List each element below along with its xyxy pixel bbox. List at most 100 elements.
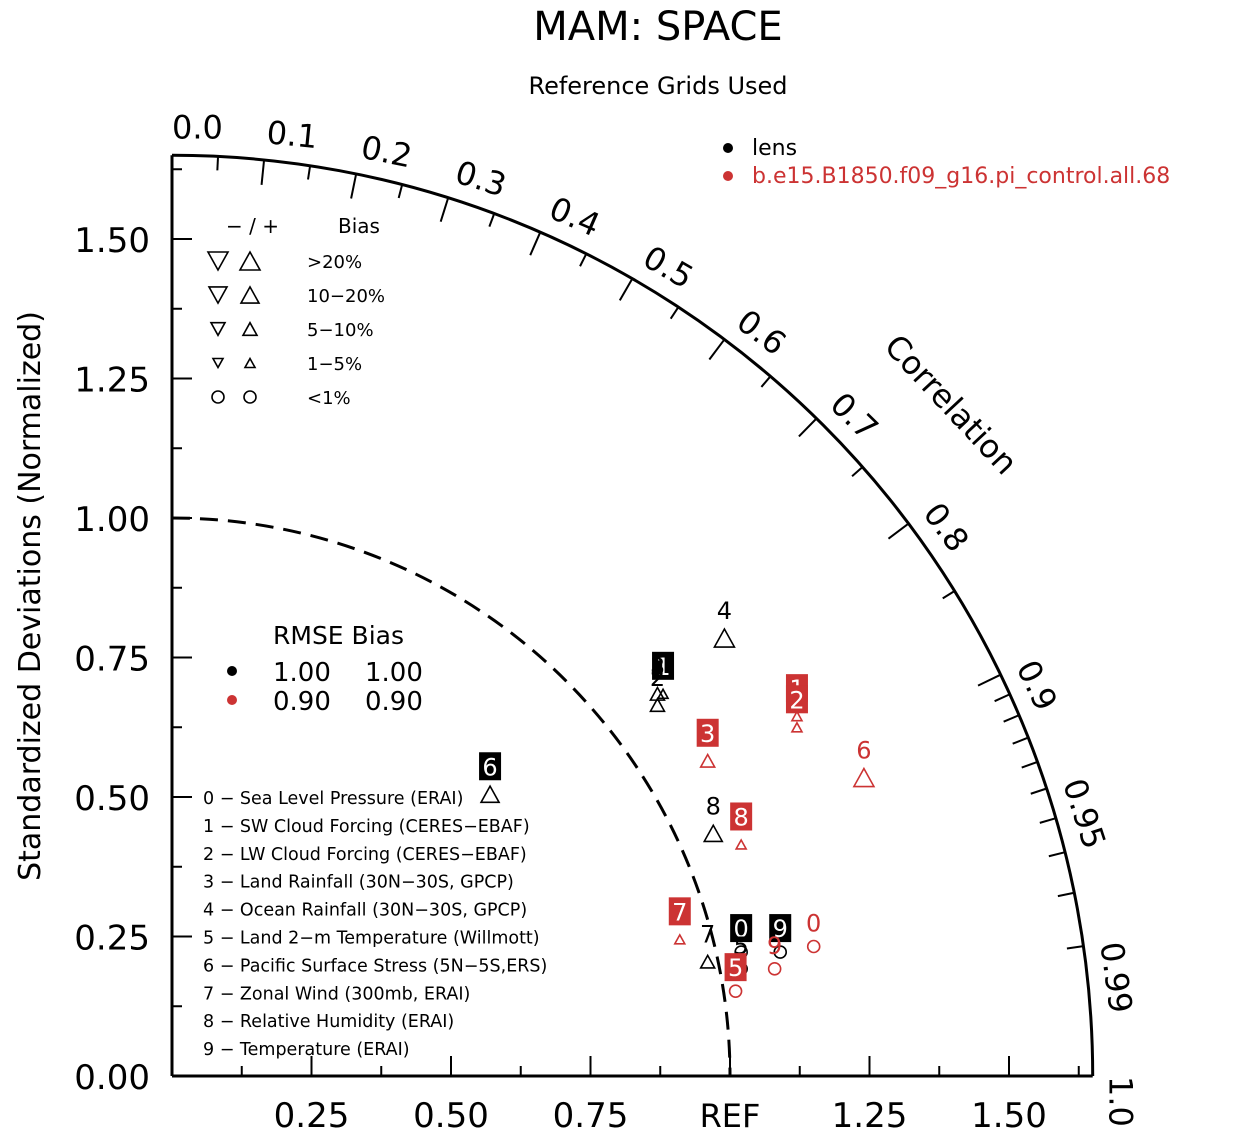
bias-triangle bbox=[699, 752, 717, 768]
data-point: 2 bbox=[649, 664, 666, 713]
variable-list-item: 2 − LW Cloud Forcing (CERES−EBAF) bbox=[203, 845, 527, 865]
data-point: 7 bbox=[668, 897, 691, 945]
point-label-box bbox=[724, 953, 747, 982]
corr-tick bbox=[1066, 945, 1084, 950]
corr-tick bbox=[977, 673, 1002, 687]
data-point: 4 bbox=[713, 597, 736, 648]
corr-tick bbox=[216, 156, 220, 171]
rmse-value-control: 0.90 bbox=[273, 687, 331, 717]
corr-tick bbox=[1003, 714, 1020, 723]
corr-label: 0.1 bbox=[265, 113, 319, 156]
data-point: 0 bbox=[730, 914, 753, 959]
variable-list-item: 1 − SW Cloud Forcing (CERES−EBAF) bbox=[203, 817, 530, 837]
variable-list-item: 4 − Ocean Rainfall (30N−30S, GPCP) bbox=[203, 901, 527, 921]
point-label: 5 bbox=[728, 954, 743, 982]
y-axis-label: Standardized Deviations (Normalized) bbox=[13, 311, 48, 881]
data-point: 0 bbox=[806, 910, 821, 954]
point-label: 0 bbox=[734, 915, 749, 943]
corr-label: 0.2 bbox=[358, 128, 415, 175]
x-tick-label: 0.25 bbox=[274, 1096, 350, 1135]
variable-list-item: 3 − Land Rainfall (30N−30S, GPCP) bbox=[203, 873, 514, 893]
corr-label: 0.99 bbox=[1092, 940, 1140, 1016]
bias-triangle bbox=[243, 356, 257, 369]
point-marker bbox=[806, 939, 821, 954]
bias-circle bbox=[211, 390, 225, 404]
point-label: 2 bbox=[789, 686, 804, 714]
y-tick-labels: 0.00 0.25 0.50 0.75 1.00 1.25 1.50 bbox=[74, 221, 150, 1098]
bias-triangle bbox=[852, 766, 876, 788]
outer-arc bbox=[171, 153, 1095, 1077]
axes bbox=[170, 153, 1095, 1078]
point-label-box bbox=[730, 914, 753, 943]
rmse-bias-header: RMSE Bias bbox=[273, 621, 404, 650]
data-point: 2 bbox=[785, 685, 808, 733]
corr-tick bbox=[260, 159, 266, 185]
bias-triangle bbox=[241, 321, 259, 337]
bias-triangle bbox=[713, 627, 736, 648]
corr-label: 1.0 bbox=[1102, 1076, 1140, 1127]
ref-std-arc bbox=[171, 516, 732, 1077]
corr-tick bbox=[529, 231, 542, 256]
bias-triangle bbox=[239, 285, 261, 304]
point-label: 5 bbox=[734, 932, 749, 960]
variable-list-item: 7 − Zonal Wind (300mb, ERAI) bbox=[203, 984, 470, 1004]
legend-label-control: b.e15.B1850.f09_g16.pi_control.all.68 bbox=[752, 164, 1170, 189]
corr-label: 0.3 bbox=[451, 153, 511, 205]
bias-triangle bbox=[206, 251, 230, 272]
point-label: 8 bbox=[734, 803, 749, 831]
y-tick-label: 0.50 bbox=[74, 779, 150, 819]
rmse-row-marker-control bbox=[227, 695, 237, 705]
corr-tick bbox=[942, 590, 956, 600]
corr-tick bbox=[887, 522, 910, 540]
data-point: 7 bbox=[699, 921, 717, 969]
bias-key-row: 1−5% bbox=[307, 354, 362, 375]
corr-label: 0.6 bbox=[730, 302, 794, 363]
x-tick-label: 0.50 bbox=[413, 1096, 489, 1135]
point-label: 6 bbox=[856, 737, 871, 765]
point-label: 8 bbox=[706, 792, 721, 820]
bias-key-title: Bias bbox=[338, 214, 380, 238]
bias-key-row: <1% bbox=[307, 388, 351, 409]
variable-list: 0 − Sea Level Pressure (ERAI) 1 − SW Clou… bbox=[203, 789, 547, 1060]
bias-triangle bbox=[649, 685, 666, 701]
point-label-box bbox=[785, 685, 808, 714]
legend-marker-control bbox=[723, 171, 733, 181]
point-label: 3 bbox=[650, 653, 665, 681]
variable-list-item: 5 − Land 2−m Temperature (Willmott) bbox=[203, 929, 540, 949]
bias-key-row: >20% bbox=[307, 252, 362, 273]
corr-tick bbox=[1012, 736, 1029, 745]
corr-tick bbox=[488, 213, 496, 227]
bias-triangle bbox=[702, 823, 724, 843]
bias-triangle bbox=[238, 250, 262, 271]
corr-tick bbox=[439, 197, 450, 222]
x-tick-label: 0.75 bbox=[553, 1096, 629, 1135]
corr-label: 0.8 bbox=[916, 495, 977, 559]
corr-tick bbox=[708, 338, 726, 361]
point-label: 6 bbox=[482, 753, 497, 781]
variable-list-item: 9 − Temperature (ERAI) bbox=[203, 1040, 410, 1060]
bias-triangle bbox=[207, 286, 229, 305]
corr-tick bbox=[1057, 891, 1075, 898]
corr-label: 0.0 bbox=[172, 108, 223, 146]
bias-triangle bbox=[211, 357, 225, 370]
corr-tick bbox=[350, 173, 358, 199]
corr-tick bbox=[1039, 817, 1057, 824]
bias-triangle bbox=[479, 784, 501, 804]
variable-list-item: 6 − Pacific Surface Stress (5N−5S,ERS) bbox=[203, 956, 547, 976]
data-point: 6 bbox=[852, 737, 876, 788]
point-label-box bbox=[730, 802, 753, 831]
data-points: 0123456789012356789 bbox=[479, 597, 876, 998]
y-tick-label: 1.50 bbox=[74, 221, 150, 261]
ref-label: REF bbox=[700, 1097, 761, 1135]
point-label: 3 bbox=[700, 720, 715, 748]
data-point: 8 bbox=[730, 802, 753, 850]
point-label-box bbox=[479, 752, 502, 781]
corr-tick bbox=[307, 165, 312, 180]
correlation-axis-label: Correlation bbox=[877, 327, 1025, 482]
bias-value-lens: 1.00 bbox=[365, 658, 423, 688]
point-label: 0 bbox=[806, 910, 821, 938]
data-point: 9 bbox=[767, 932, 782, 976]
point-label: 9 bbox=[773, 915, 788, 943]
point-label-box bbox=[668, 897, 691, 926]
rmse-bias-table: RMSE Bias 1.00 1.00 0.90 0.90 bbox=[227, 621, 423, 717]
